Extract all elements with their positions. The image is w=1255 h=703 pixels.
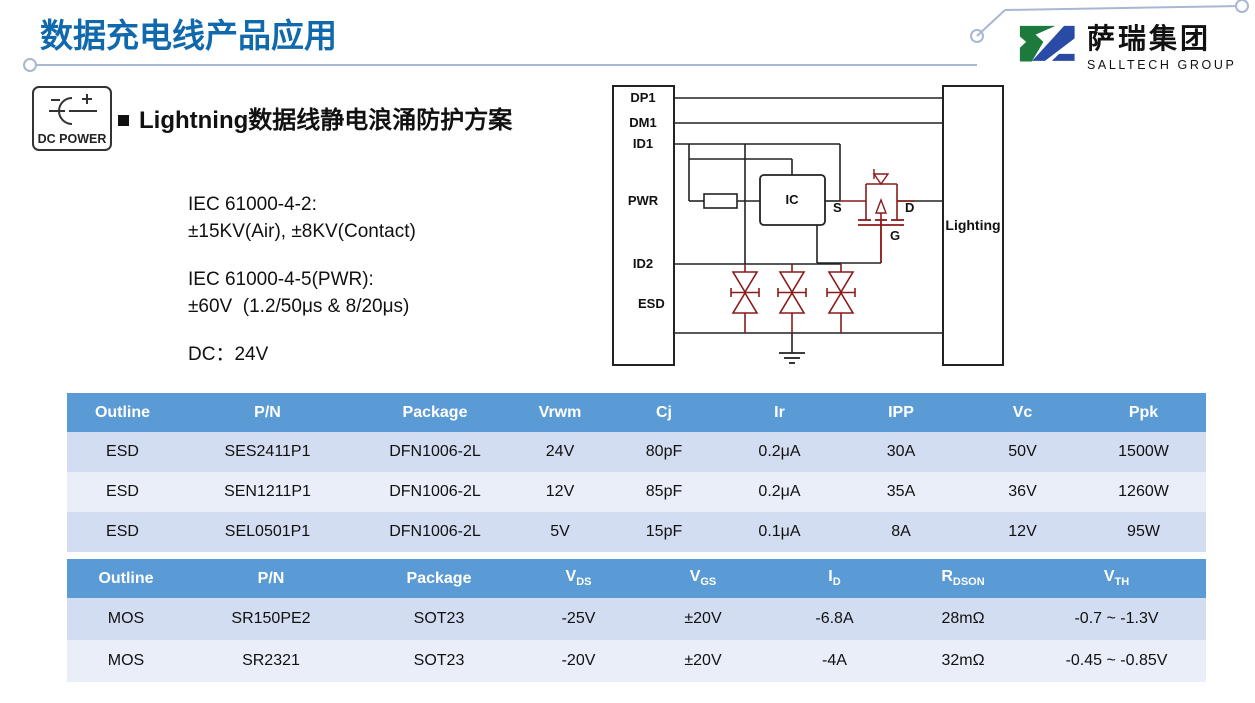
svg-text:ESD: ESD: [638, 296, 665, 311]
svg-text:DP1: DP1: [630, 90, 655, 105]
svg-text:ID1: ID1: [633, 136, 653, 151]
svg-text:IC: IC: [786, 192, 800, 207]
svg-text:ID2: ID2: [633, 256, 653, 271]
svg-text:D: D: [905, 200, 914, 215]
svg-text:S: S: [833, 200, 842, 215]
svg-text:PWR: PWR: [628, 193, 659, 208]
svg-text:DM1: DM1: [629, 115, 656, 130]
svg-text:Lighting: Lighting: [945, 217, 1000, 233]
svg-text:G: G: [890, 228, 900, 243]
